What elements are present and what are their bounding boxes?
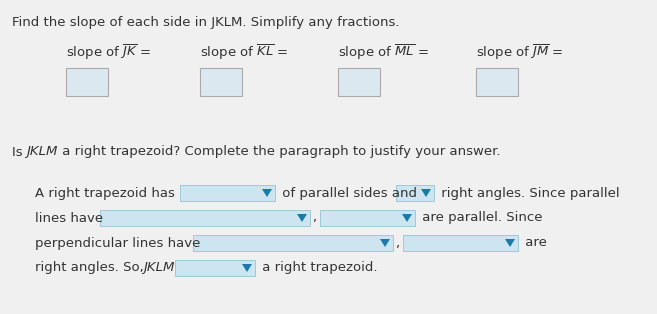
Text: JKLM: JKLM (143, 262, 174, 274)
Text: Is: Is (12, 145, 27, 159)
Text: perpendicular lines have: perpendicular lines have (35, 236, 200, 250)
Bar (320, 210, 415, 226)
Text: JKLM: JKLM (26, 145, 57, 159)
Text: a right trapezoid.: a right trapezoid. (258, 262, 378, 274)
Text: Find the slope of each side in JKLM. Simplify any fractions.: Find the slope of each side in JKLM. Sim… (12, 16, 399, 29)
Polygon shape (242, 264, 252, 272)
Text: are parallel. Since: are parallel. Since (418, 212, 543, 225)
Text: slope of $\overline{KL}$ =: slope of $\overline{KL}$ = (200, 42, 288, 62)
Bar (180, 185, 275, 201)
Polygon shape (380, 239, 390, 247)
Polygon shape (421, 189, 431, 197)
Bar (66, 68, 108, 96)
Text: lines have: lines have (35, 212, 103, 225)
Bar (338, 68, 380, 96)
Polygon shape (505, 239, 515, 247)
Text: of parallel sides and: of parallel sides and (278, 187, 417, 199)
Polygon shape (402, 214, 412, 222)
Bar (200, 68, 242, 96)
Text: ,: , (395, 236, 399, 250)
Polygon shape (297, 214, 307, 222)
Text: slope of $\overline{JM}$ =: slope of $\overline{JM}$ = (476, 42, 564, 62)
Text: are: are (521, 236, 547, 250)
Text: ,: , (312, 212, 316, 225)
Text: slope of $\overline{JK}$ =: slope of $\overline{JK}$ = (66, 42, 150, 62)
Bar (403, 235, 518, 251)
Text: right angles. Since parallel: right angles. Since parallel (437, 187, 620, 199)
Bar (193, 235, 393, 251)
Text: right angles. So,: right angles. So, (35, 262, 148, 274)
Bar (476, 68, 518, 96)
Text: A right trapezoid has: A right trapezoid has (35, 187, 175, 199)
Text: slope of $\overline{ML}$ =: slope of $\overline{ML}$ = (338, 42, 430, 62)
Bar (175, 260, 255, 276)
Bar (100, 210, 310, 226)
Text: a right trapezoid? Complete the paragraph to justify your answer.: a right trapezoid? Complete the paragrap… (58, 145, 501, 159)
Polygon shape (262, 189, 272, 197)
Bar (396, 185, 434, 201)
